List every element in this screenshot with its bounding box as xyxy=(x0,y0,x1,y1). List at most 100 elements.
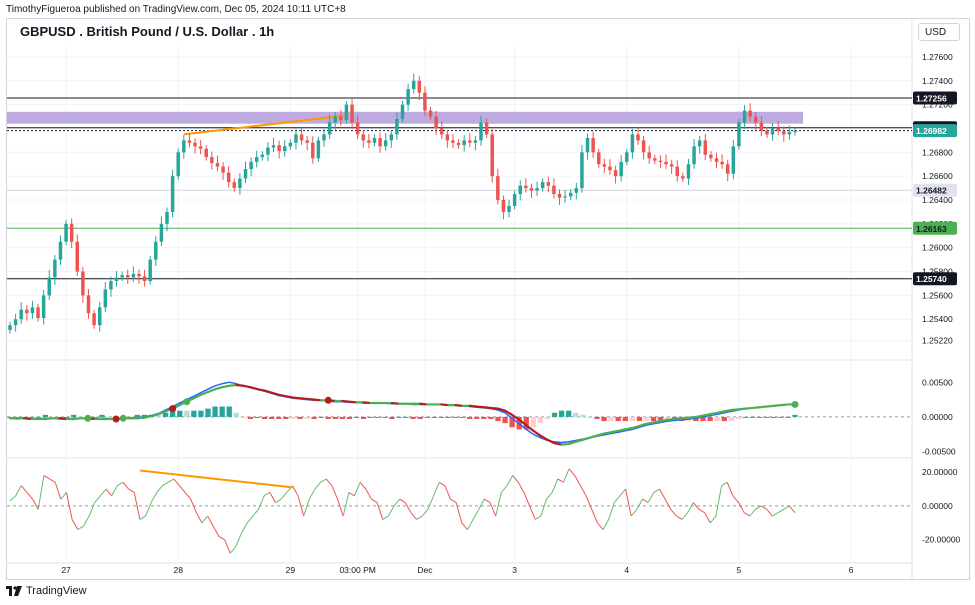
candle-body[interactable] xyxy=(496,176,500,200)
candle-body[interactable] xyxy=(770,128,775,135)
candle-body[interactable] xyxy=(647,152,651,159)
momentum-trendline[interactable] xyxy=(139,469,293,489)
candle-body[interactable] xyxy=(355,122,360,135)
candle-body[interactable] xyxy=(585,138,590,153)
candle-body[interactable] xyxy=(165,211,169,224)
candle-body[interactable] xyxy=(221,166,225,173)
candle-body[interactable] xyxy=(260,154,265,158)
candle-body[interactable] xyxy=(176,152,180,177)
candle-body[interactable] xyxy=(8,325,12,330)
candle-body[interactable] xyxy=(383,140,388,147)
candle-body[interactable] xyxy=(148,259,152,282)
candle-body[interactable] xyxy=(630,134,635,153)
candle-body[interactable] xyxy=(344,104,349,121)
candle-body[interactable] xyxy=(97,307,102,326)
candle-body[interactable] xyxy=(524,185,528,189)
candle-body[interactable] xyxy=(322,134,326,141)
candle-body[interactable] xyxy=(187,140,192,143)
candle-body[interactable] xyxy=(591,138,595,153)
price-trendline[interactable] xyxy=(183,114,347,136)
candle-body[interactable] xyxy=(378,138,382,147)
candle-body[interactable] xyxy=(215,163,220,167)
candle-body[interactable] xyxy=(350,104,354,123)
candle-body[interactable] xyxy=(440,128,444,135)
candle-body[interactable] xyxy=(428,110,433,117)
candle-body[interactable] xyxy=(47,277,51,296)
candle-body[interactable] xyxy=(137,273,141,277)
candle-body[interactable] xyxy=(389,134,394,141)
candle-body[interactable] xyxy=(473,140,478,143)
candle-body[interactable] xyxy=(114,277,119,282)
candle-body[interactable] xyxy=(619,161,623,177)
candle-body[interactable] xyxy=(557,194,562,198)
candle-body[interactable] xyxy=(597,152,601,165)
candle-body[interactable] xyxy=(731,146,736,174)
candle-body[interactable] xyxy=(19,309,23,320)
candle-body[interactable] xyxy=(602,164,607,167)
candle-body[interactable] xyxy=(64,223,68,242)
candle-body[interactable] xyxy=(277,145,281,152)
candle-body[interactable] xyxy=(210,157,214,164)
candle-body[interactable] xyxy=(434,116,438,129)
candle-body[interactable] xyxy=(692,146,696,165)
candle-body[interactable] xyxy=(30,307,35,314)
candle-body[interactable] xyxy=(725,164,730,174)
candle-body[interactable] xyxy=(41,295,46,319)
candle-body[interactable] xyxy=(641,140,646,153)
candle-body[interactable] xyxy=(423,92,427,111)
candle-body[interactable] xyxy=(417,80,422,93)
candle-body[interactable] xyxy=(159,223,164,242)
candle-body[interactable] xyxy=(13,319,18,326)
candle-body[interactable] xyxy=(305,140,309,143)
tradingview-brand[interactable]: TradingView xyxy=(6,585,87,597)
candle-body[interactable] xyxy=(787,132,792,135)
candle-body[interactable] xyxy=(395,118,399,135)
candle-body[interactable] xyxy=(411,80,416,90)
candle-body[interactable] xyxy=(686,164,691,179)
candle-body[interactable] xyxy=(294,134,298,143)
candle-body[interactable] xyxy=(400,104,405,119)
candle-body[interactable] xyxy=(697,140,702,147)
candle-body[interactable] xyxy=(479,122,483,141)
candle-body[interactable] xyxy=(226,172,231,183)
candle-body[interactable] xyxy=(468,140,472,143)
candle-body[interactable] xyxy=(574,188,579,193)
candle-body[interactable] xyxy=(86,295,91,314)
candle-body[interactable] xyxy=(765,130,769,135)
candle-body[interactable] xyxy=(782,130,786,135)
candle-body[interactable] xyxy=(316,140,321,159)
candle-body[interactable] xyxy=(456,142,461,146)
candle-body[interactable] xyxy=(266,147,270,155)
candle-body[interactable] xyxy=(372,138,377,143)
candle-body[interactable] xyxy=(142,276,147,282)
candle-body[interactable] xyxy=(299,134,304,141)
candle-body[interactable] xyxy=(608,166,612,171)
candle-body[interactable] xyxy=(445,134,450,141)
candle-body[interactable] xyxy=(748,110,752,117)
candle-body[interactable] xyxy=(53,259,57,278)
candle-body[interactable] xyxy=(552,185,556,195)
candle-body[interactable] xyxy=(462,140,466,146)
candle-body[interactable] xyxy=(58,241,63,260)
candle-body[interactable] xyxy=(451,140,455,143)
candle-body[interactable] xyxy=(754,116,758,123)
candle-body[interactable] xyxy=(759,122,764,131)
candle-body[interactable] xyxy=(484,122,489,135)
candle-body[interactable] xyxy=(69,223,74,242)
candle-body[interactable] xyxy=(563,196,567,198)
candle-body[interactable] xyxy=(669,164,674,167)
candle-body[interactable] xyxy=(535,188,539,191)
candle-body[interactable] xyxy=(131,273,136,278)
candle-body[interactable] xyxy=(170,176,175,212)
candle-body[interactable] xyxy=(580,152,584,189)
candle-body[interactable] xyxy=(182,140,186,153)
candle-body[interactable] xyxy=(120,275,124,278)
candle-body[interactable] xyxy=(36,307,40,319)
candle-body[interactable] xyxy=(703,140,708,155)
candle-body[interactable] xyxy=(288,142,293,147)
candle-body[interactable] xyxy=(625,152,629,162)
candle-body[interactable] xyxy=(75,241,80,272)
candle-body[interactable] xyxy=(154,241,158,260)
candle-body[interactable] xyxy=(92,313,96,326)
